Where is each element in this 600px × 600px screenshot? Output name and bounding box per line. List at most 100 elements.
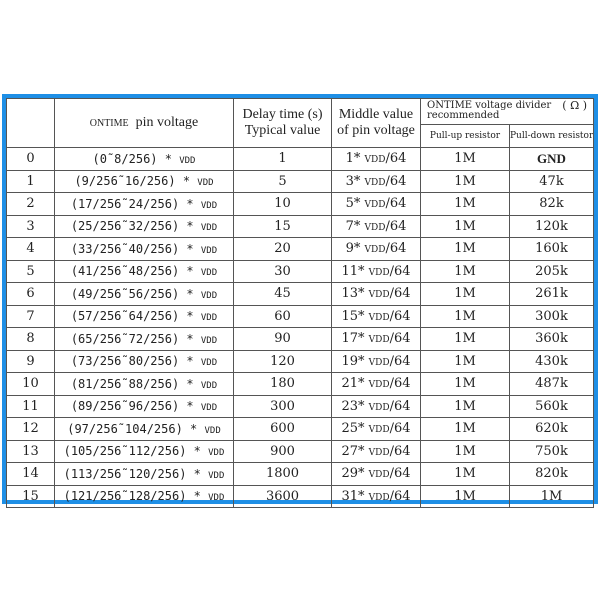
- pin-voltage-range: (73/256˜80/256) * VDD: [54, 349, 234, 373]
- middle-multiplier: 15*: [341, 308, 365, 324]
- row-index: 8: [6, 327, 55, 351]
- row-index: 11: [6, 394, 55, 418]
- middle-multiplier: 13*: [341, 286, 365, 302]
- range-text: (89/256˜96/256) *: [70, 399, 194, 414]
- delay-time: 1: [233, 147, 332, 171]
- header-divider-line2: recommended: [427, 110, 500, 121]
- range-text: (113/256˜120/256) *: [63, 466, 201, 481]
- vdd-label: VDD: [364, 222, 386, 233]
- vdd-label: VDD: [368, 380, 390, 391]
- table-row: 0 (0˜8/256) * VDD 1 1* VDD/64 1M GND: [6, 147, 594, 171]
- vdd-label: VDD: [208, 470, 225, 481]
- middle-value: 19* VDD/64: [331, 349, 421, 373]
- header-middle-line2: of pin voltage: [337, 123, 415, 138]
- middle-divisor: /64: [385, 151, 407, 167]
- pull-down-resistor: 820k: [509, 462, 594, 486]
- middle-value: 15* VDD/64: [331, 304, 421, 328]
- vdd-label: VDD: [200, 268, 218, 279]
- pull-down-resistor: 430k: [509, 349, 594, 373]
- range-text: (17/256˜24/256) *: [70, 196, 194, 211]
- pull-up-resistor: 1M: [420, 282, 510, 306]
- pull-down-resistor: 120k: [509, 214, 594, 238]
- vdd-label: VDD: [368, 335, 390, 346]
- pull-down-resistor: 300k: [509, 304, 594, 328]
- range-text: (81/256˜88/256) *: [70, 376, 194, 391]
- pull-down-resistor: 750k: [509, 439, 594, 463]
- delay-time: 15: [233, 214, 332, 238]
- pull-up-resistor: 1M: [420, 169, 510, 193]
- pull-up-resistor: 1M: [420, 304, 510, 328]
- pull-up-resistor: 1M: [420, 259, 510, 283]
- middle-value: 13* VDD/64: [331, 282, 421, 306]
- row-index: 1: [6, 169, 55, 193]
- middle-divisor: /64: [389, 263, 411, 279]
- vdd-label: VDD: [208, 448, 225, 459]
- middle-divisor: /64: [389, 443, 411, 459]
- vdd-label: VDD: [200, 245, 218, 256]
- pull-down-resistor: GND: [509, 147, 594, 171]
- pull-down-resistor: 620k: [509, 417, 594, 441]
- pull-down-resistor: 1M: [509, 484, 594, 508]
- range-text: (121/256˜128/256) *: [63, 489, 201, 504]
- pull-down-resistor: 560k: [509, 394, 594, 418]
- middle-value: 17* VDD/64: [331, 327, 421, 351]
- vdd-label: VDD: [179, 155, 196, 166]
- pull-down-resistor: 360k: [509, 327, 594, 351]
- middle-divisor: /64: [385, 218, 407, 234]
- header-delay-line1: Delay time (s): [242, 107, 323, 122]
- header-divider-line1: ONTIME voltage divider: [427, 100, 552, 111]
- middle-divisor: /64: [389, 308, 411, 324]
- table-row: 4 (33/256˜40/256) * VDD 20 9* VDD/64 1M 160k: [6, 237, 594, 261]
- range-text: (97/256˜104/256) *: [67, 421, 198, 436]
- row-index: 10: [6, 372, 55, 396]
- pin-voltage-range: (89/256˜96/256) * VDD: [54, 394, 234, 418]
- table-row: 5 (41/256˜48/256) * VDD 30 11* VDD/64 1M 205k: [6, 259, 594, 283]
- vdd-label: VDD: [200, 335, 218, 346]
- pin-voltage-range: (41/256˜48/256) * VDD: [54, 259, 234, 283]
- row-index: 2: [6, 192, 55, 216]
- delay-time: 300: [233, 394, 332, 418]
- vdd-label: VDD: [368, 267, 390, 278]
- vdd-label: VDD: [364, 245, 386, 256]
- pin-voltage-range: (17/256˜24/256) * VDD: [54, 192, 234, 216]
- header-pin-voltage: ONTIME pin voltage: [54, 98, 234, 148]
- middle-value: 23* VDD/64: [331, 394, 421, 418]
- pin-voltage-range: (0˜8/256) * VDD: [54, 147, 234, 171]
- pull-down-resistor: 82k: [509, 192, 594, 216]
- delay-time: 600: [233, 417, 332, 441]
- table-row: 3 (25/256˜32/256) * VDD 15 7* VDD/64 1M 120k: [6, 214, 594, 238]
- middle-multiplier: 21*: [341, 376, 365, 392]
- header-index: [6, 98, 55, 148]
- vdd-label: VDD: [200, 223, 218, 234]
- middle-divisor: /64: [389, 488, 411, 504]
- table-row: 15 (121/256˜128/256) * VDD 3600 31* VDD/64 1…: [6, 484, 594, 508]
- range-text: (57/256˜64/256) *: [70, 309, 194, 324]
- vdd-label: VDD: [368, 357, 390, 368]
- pull-up-resistor: 1M: [420, 372, 510, 396]
- pull-up-resistor: 1M: [420, 484, 510, 508]
- pull-up-resistor: 1M: [420, 192, 510, 216]
- vdd-label: VDD: [204, 425, 221, 436]
- range-text: (25/256˜32/256) *: [70, 219, 194, 234]
- table-row: 10 (81/256˜88/256) * VDD 180 21* VDD/64 1M 48…: [6, 372, 594, 396]
- vdd-label: VDD: [200, 290, 218, 301]
- ontime-delay-table: ONTIME pin voltage Delay time (s) Typical…: [2, 94, 598, 508]
- middle-multiplier: 11*: [341, 263, 365, 279]
- delay-time: 90: [233, 327, 332, 351]
- header-voltage-divider: ONTIME voltage divider recommended ( Ω ): [420, 98, 594, 125]
- vdd-label: VDD: [368, 402, 390, 413]
- middle-value: 5* VDD/64: [331, 192, 421, 216]
- middle-multiplier: 31*: [341, 488, 365, 504]
- row-index: 5: [6, 259, 55, 283]
- table-row: 9 (73/256˜80/256) * VDD 120 19* VDD/64 1M 430…: [6, 349, 594, 373]
- vdd-label: VDD: [368, 470, 390, 481]
- range-text: (0˜8/256) *: [92, 151, 172, 166]
- table-row: 7 (57/256˜64/256) * VDD 60 15* VDD/64 1M 300k: [6, 304, 594, 328]
- delay-time: 5: [233, 169, 332, 193]
- vdd-label: VDD: [368, 447, 390, 458]
- vdd-label: VDD: [368, 290, 390, 301]
- middle-multiplier: 23*: [341, 398, 365, 414]
- vdd-label: VDD: [197, 178, 214, 189]
- header-delay-line2: Typical value: [244, 123, 321, 138]
- middle-divisor: /64: [385, 196, 407, 212]
